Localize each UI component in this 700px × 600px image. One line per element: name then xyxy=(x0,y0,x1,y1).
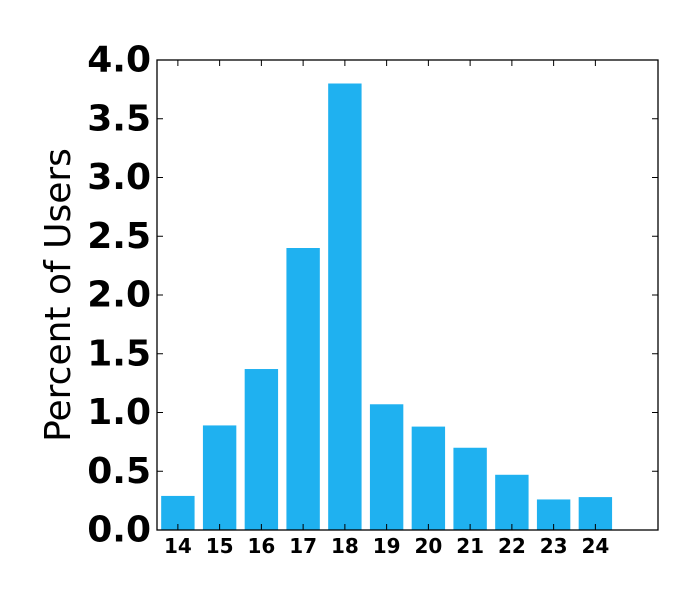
bar-17 xyxy=(286,248,320,530)
x-tick-label: 21 xyxy=(456,534,484,558)
x-tick-label: 24 xyxy=(581,534,609,558)
y-tick-label: 4.0 xyxy=(87,40,151,81)
y-tick-labels: 0.0 0.5 1.0 1.5 2.0 2.5 3.0 3.5 4.0 xyxy=(87,40,151,551)
y-tick-label: 1.5 xyxy=(87,333,151,374)
bar-16 xyxy=(244,369,279,530)
y-axis-label: Percent of Users xyxy=(38,148,79,442)
y-tick-label: 0.0 xyxy=(87,510,151,551)
y-tick-label: 0.5 xyxy=(87,451,151,492)
x-tick-labels: 14 15 16 17 18 19 20 21 22 23 24 xyxy=(164,534,609,558)
bar-19 xyxy=(369,404,404,530)
y-tick-label: 2.5 xyxy=(87,216,151,257)
bar-18 xyxy=(328,83,362,530)
x-tick-label: 14 xyxy=(164,534,192,558)
x-tick-label: 18 xyxy=(331,534,359,558)
y-tick-label: 3.0 xyxy=(87,157,151,198)
x-tick-label: 23 xyxy=(540,534,568,558)
bar-21 xyxy=(453,447,487,530)
bars-group xyxy=(161,83,613,530)
x-tick-label: 15 xyxy=(206,534,234,558)
bar-22 xyxy=(495,474,529,530)
bar-15 xyxy=(202,425,237,530)
ticks-group xyxy=(157,59,658,531)
x-tick-label: 17 xyxy=(289,534,317,558)
x-tick-label: 16 xyxy=(247,534,275,558)
y-tick-label: 3.5 xyxy=(87,98,151,139)
y-tick-label: 1.0 xyxy=(87,392,151,433)
bar-20 xyxy=(411,426,446,530)
x-tick-label: 20 xyxy=(414,534,442,558)
x-tick-label: 19 xyxy=(373,534,401,558)
y-tick-label: 2.0 xyxy=(87,275,151,316)
x-tick-label: 22 xyxy=(498,534,526,558)
